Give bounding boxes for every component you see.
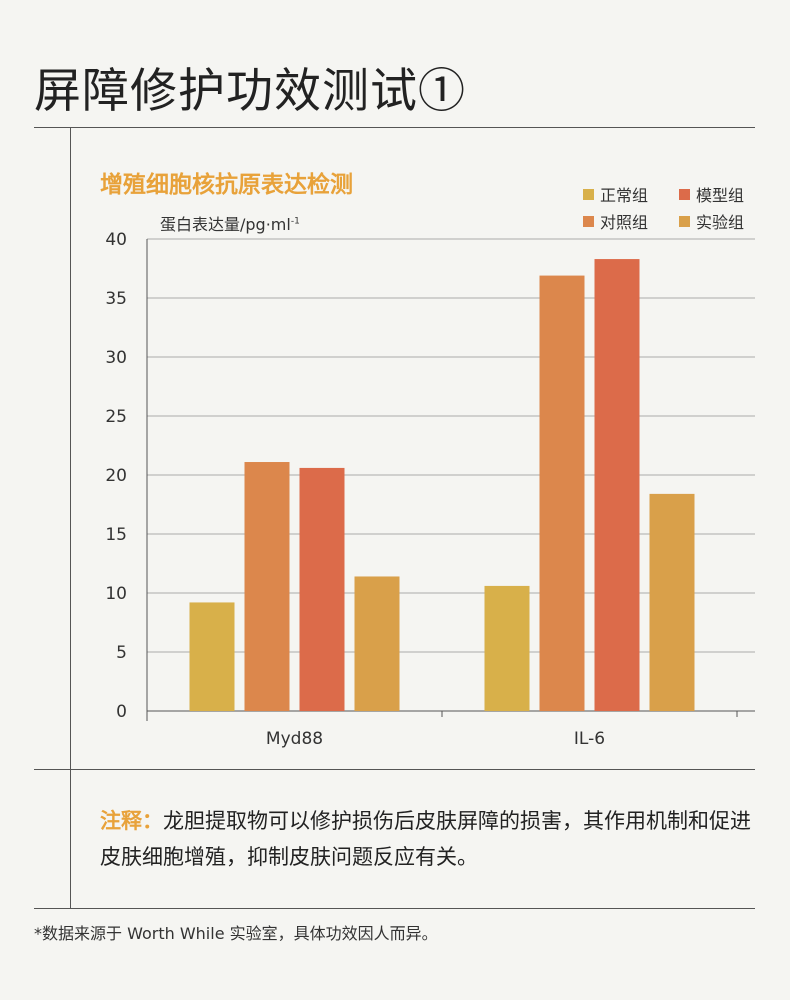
note-text: 龙胆提取物可以修护损伤后皮肤屏障的损害，其作用机制和促进皮肤细胞增殖，抑制皮肤问… [100,809,751,869]
chart-bottom-divider [34,769,755,770]
legend-item: 实验组 [679,209,744,233]
bar-正常组-IL-6 [484,585,530,711]
top-divider [34,127,755,128]
bar-对照组-IL-6 [539,275,585,711]
legend-swatch [679,188,690,200]
page-title-text: 屏障修护功效测试 [34,64,418,119]
bottom-divider [34,908,755,909]
legend-item: 正常组 [583,182,648,206]
legend-swatch [583,215,594,227]
legend-label: 模型组 [696,186,745,205]
y-tick-label: 5 [116,643,127,663]
y-tick-label: 20 [105,466,127,486]
bar-chart: 0 5 10 15 20 25 30 35 40 Myd88 IL-6 [105,230,755,749]
bar-模型组-Myd88 [299,467,345,711]
page-title: 屏障修护功效测试① [34,52,466,121]
legend-item: 对照组 [583,209,648,233]
y-tick-label: 15 [105,525,127,545]
legend-swatch [583,188,594,200]
x-tick-label: Myd88 [266,729,323,749]
title-badge: ① [418,64,466,119]
legend-label: 对照组 [600,213,649,232]
legend-item: 模型组 [679,182,744,206]
x-tick-label: IL-6 [574,729,605,749]
y-axis-label-unit-exponent: -1 [290,216,300,227]
footnote: *数据来源于 Worth While 实验室，具体功效因人而异。 [34,924,438,943]
bar-对照组-Myd88 [244,462,290,711]
legend-label: 正常组 [600,186,649,205]
left-rule [70,127,71,908]
y-tick-label: 35 [105,289,127,309]
legend-swatch [679,215,690,227]
y-tick-label: 40 [105,230,127,250]
legend-label: 实验组 [696,213,745,232]
chart-title: 增殖细胞核抗原表达检测 [100,172,353,198]
note-label: 注释： [100,809,163,833]
y-tick-label: 30 [105,348,127,368]
y-tick-label: 10 [105,584,127,604]
y-tick-label: 25 [105,407,127,427]
bar-模型组-IL-6 [594,259,640,711]
y-axis-label-text: 蛋白表达量/pg·ml [160,215,291,234]
note: 注释：龙胆提取物可以修护损伤后皮肤屏障的损害，其作用机制和促进皮肤细胞增殖，抑制… [100,803,760,875]
y-tick-label: 0 [116,702,127,722]
y-axis-label: 蛋白表达量/pg·ml-1 [160,211,300,235]
bar-实验组-IL-6 [649,493,695,711]
bar-实验组-Myd88 [354,576,400,711]
bar-正常组-Myd88 [189,602,235,711]
